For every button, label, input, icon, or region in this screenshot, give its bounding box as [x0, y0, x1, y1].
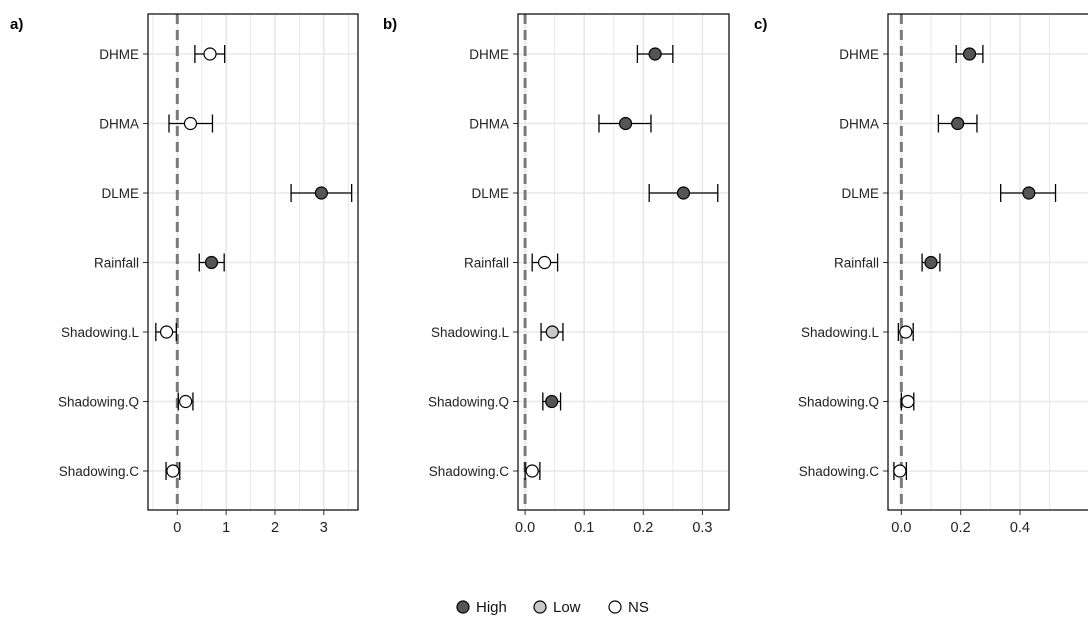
y-tick-label: DHMA: [99, 117, 139, 132]
estimate-point: [901, 394, 915, 409]
y-tick-label: DLME: [471, 186, 509, 201]
estimate-point: [951, 116, 965, 131]
panel-label: c): [754, 16, 767, 33]
y-tick-label: Shadowing.Q: [798, 395, 879, 410]
legend-item-high: High: [456, 599, 507, 616]
y-tick-label: Rainfall: [94, 256, 139, 271]
y-tick-label: DHME: [839, 47, 879, 62]
panel-label: a): [10, 16, 23, 33]
panel-b: b) DHME DHMA DLME Rainfall Shadowing.L Shadowi…: [383, 13, 730, 536]
estimate-point: [203, 47, 217, 61]
y-tick-label: Shadowing.L: [431, 325, 510, 340]
panel-border: [517, 13, 730, 511]
estimate-point: [314, 186, 328, 200]
estimate-point: [545, 394, 559, 409]
estimate-point: [525, 464, 539, 478]
x-tick-label: 1: [222, 520, 230, 536]
legend-marker: [456, 600, 470, 614]
y-tick-label: Shadowing.C: [429, 464, 510, 479]
estimate-point: [676, 186, 691, 200]
estimate-point: [545, 325, 559, 339]
estimate-point: [183, 116, 198, 131]
y-tick-label: Shadowing.C: [799, 464, 880, 479]
x-tick-label: 0.0: [891, 520, 911, 536]
estimate-point: [893, 464, 907, 478]
y-tick-label: Shadowing.L: [61, 325, 140, 340]
panel-c: c) DHME DHMA DLME Rainfall Shadowing.L Shadowi…: [754, 13, 1088, 536]
panel-label: b): [383, 16, 397, 33]
estimate-point: [648, 47, 662, 61]
panel-border: [887, 13, 1088, 511]
estimate-point: [618, 116, 633, 131]
y-tick-label: DHMA: [469, 117, 509, 132]
estimate-point: [204, 255, 219, 270]
estimate-point: [166, 464, 180, 478]
estimate-point: [159, 325, 174, 339]
legend-marker: [533, 600, 547, 614]
y-tick-label: Shadowing.Q: [428, 395, 509, 410]
y-tick-label: DLME: [101, 186, 139, 201]
legend-label: NS: [628, 599, 649, 616]
x-tick-label: 0.2: [951, 520, 971, 536]
legend-item-low: Low: [533, 599, 581, 616]
x-tick-label: 0: [173, 520, 181, 536]
x-tick-label: 0.0: [515, 520, 535, 536]
estimate-point: [962, 47, 977, 61]
x-tick-label: 0.2: [633, 520, 653, 536]
legend-label: High: [476, 599, 507, 616]
panel-border: [147, 13, 359, 511]
estimate-point: [924, 255, 938, 270]
y-tick-label: DHMA: [839, 117, 879, 132]
y-tick-label: DHME: [469, 47, 509, 62]
legend-marker: [608, 600, 622, 614]
estimate-point: [1022, 186, 1036, 200]
panel-a: a) DHME DHMA DLME Rainfall Shadowing.L Shadowi…: [10, 13, 359, 536]
y-tick-label: DHME: [99, 47, 139, 62]
estimate-point: [899, 325, 913, 339]
x-tick-label: 2: [271, 520, 279, 536]
legend: High Low NS: [456, 599, 649, 616]
estimate-point: [537, 255, 552, 270]
legend-item-ns: NS: [608, 599, 649, 616]
y-tick-label: Rainfall: [464, 256, 509, 271]
estimate-point: [179, 394, 193, 409]
x-tick-label: 0.4: [1010, 520, 1030, 536]
legend-label: Low: [553, 599, 581, 616]
x-tick-label: 0.1: [574, 520, 594, 536]
x-tick-label: 0.3: [692, 520, 712, 536]
y-tick-label: Shadowing.C: [59, 464, 140, 479]
y-tick-label: Shadowing.L: [801, 325, 880, 340]
x-tick-label: 3: [320, 520, 328, 536]
y-tick-label: Shadowing.Q: [58, 395, 139, 410]
y-tick-label: Rainfall: [834, 256, 879, 271]
y-tick-label: DLME: [841, 186, 879, 201]
